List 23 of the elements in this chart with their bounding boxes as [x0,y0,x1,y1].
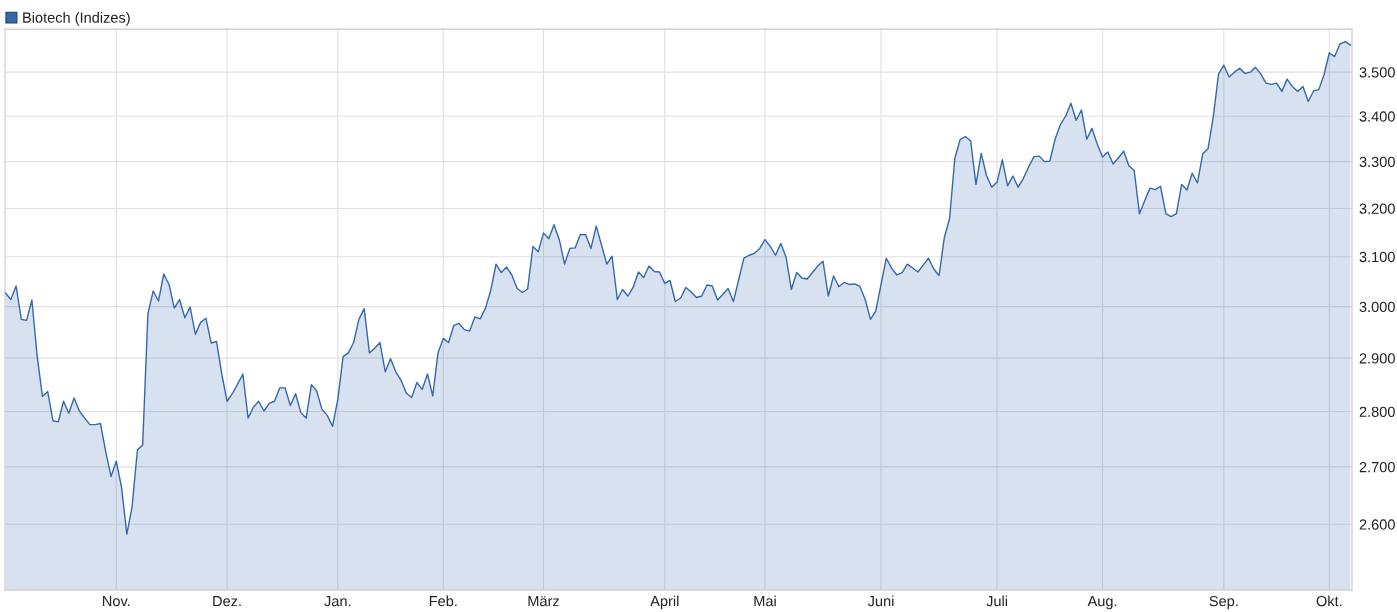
x-tick-label: Sep. [1209,595,1238,610]
y-tick-label: 3.100 [1359,251,1395,263]
y-tick-label: 2.800 [1359,406,1395,417]
y-tick-label: 2.600 [1359,519,1395,530]
x-tick-label: Okt. [1316,595,1342,607]
y-tick-label: 3.000 [1359,301,1395,313]
x-tick-label: Jan. [324,596,351,607]
x-tick-label: Mai [754,595,776,607]
legend-label: Biotech (Indizes) [23,12,130,26]
y-tick-label: 3.400 [1359,111,1395,122]
y-tick-label: 2.700 [1359,461,1395,473]
x-tick-label: Dez. [213,596,241,607]
y-tick-label: 3.500 [1359,67,1395,78]
y-tick-label: 2.900 [1359,353,1395,364]
x-tick-label: Juli [986,595,1008,607]
x-tick-label: Nov. [103,596,130,607]
y-tick-label: 3.200 [1359,203,1395,214]
x-tick-label: März [528,596,559,607]
y-tick-label: 3.300 [1359,156,1395,168]
x-tick-label: Juni [867,595,894,607]
x-tick-label: Feb. [429,595,457,607]
x-tick-label: April [650,595,679,610]
x-tick-label: Aug. [1087,596,1117,610]
